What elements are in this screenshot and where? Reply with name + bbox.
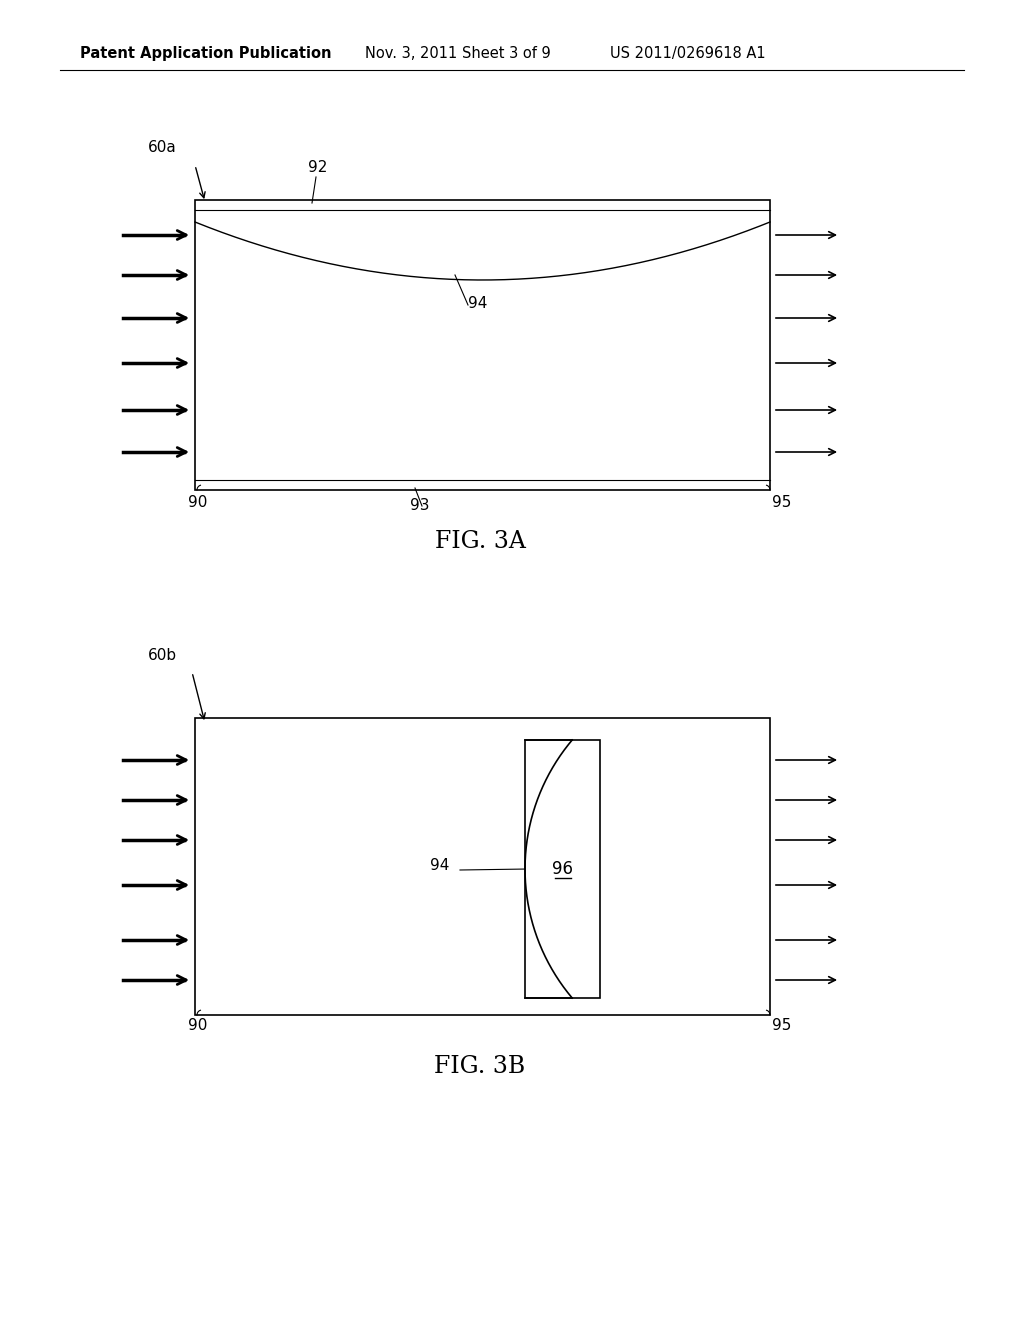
Text: 95: 95 bbox=[772, 1018, 792, 1034]
Bar bbox=[195, 201, 770, 490]
Bar bbox=[525, 741, 600, 998]
Text: 93: 93 bbox=[410, 498, 429, 513]
Text: US 2011/0269618 A1: US 2011/0269618 A1 bbox=[610, 46, 766, 61]
Text: 94: 94 bbox=[430, 858, 450, 873]
Text: Sheet 3 of 9: Sheet 3 of 9 bbox=[462, 46, 551, 61]
Text: FIG. 3B: FIG. 3B bbox=[434, 1055, 525, 1078]
Text: Patent Application Publication: Patent Application Publication bbox=[80, 46, 332, 61]
Text: FIG. 3A: FIG. 3A bbox=[434, 531, 525, 553]
Text: 94: 94 bbox=[468, 296, 487, 312]
Text: 90: 90 bbox=[188, 1018, 208, 1034]
Text: Nov. 3, 2011: Nov. 3, 2011 bbox=[365, 46, 458, 61]
Text: 90: 90 bbox=[188, 495, 208, 510]
Bar bbox=[195, 718, 770, 1015]
Text: 60b: 60b bbox=[148, 648, 177, 663]
Text: 60a: 60a bbox=[148, 140, 177, 154]
Text: 92: 92 bbox=[308, 160, 328, 176]
Text: 95: 95 bbox=[772, 495, 792, 510]
Text: 96: 96 bbox=[552, 861, 573, 878]
